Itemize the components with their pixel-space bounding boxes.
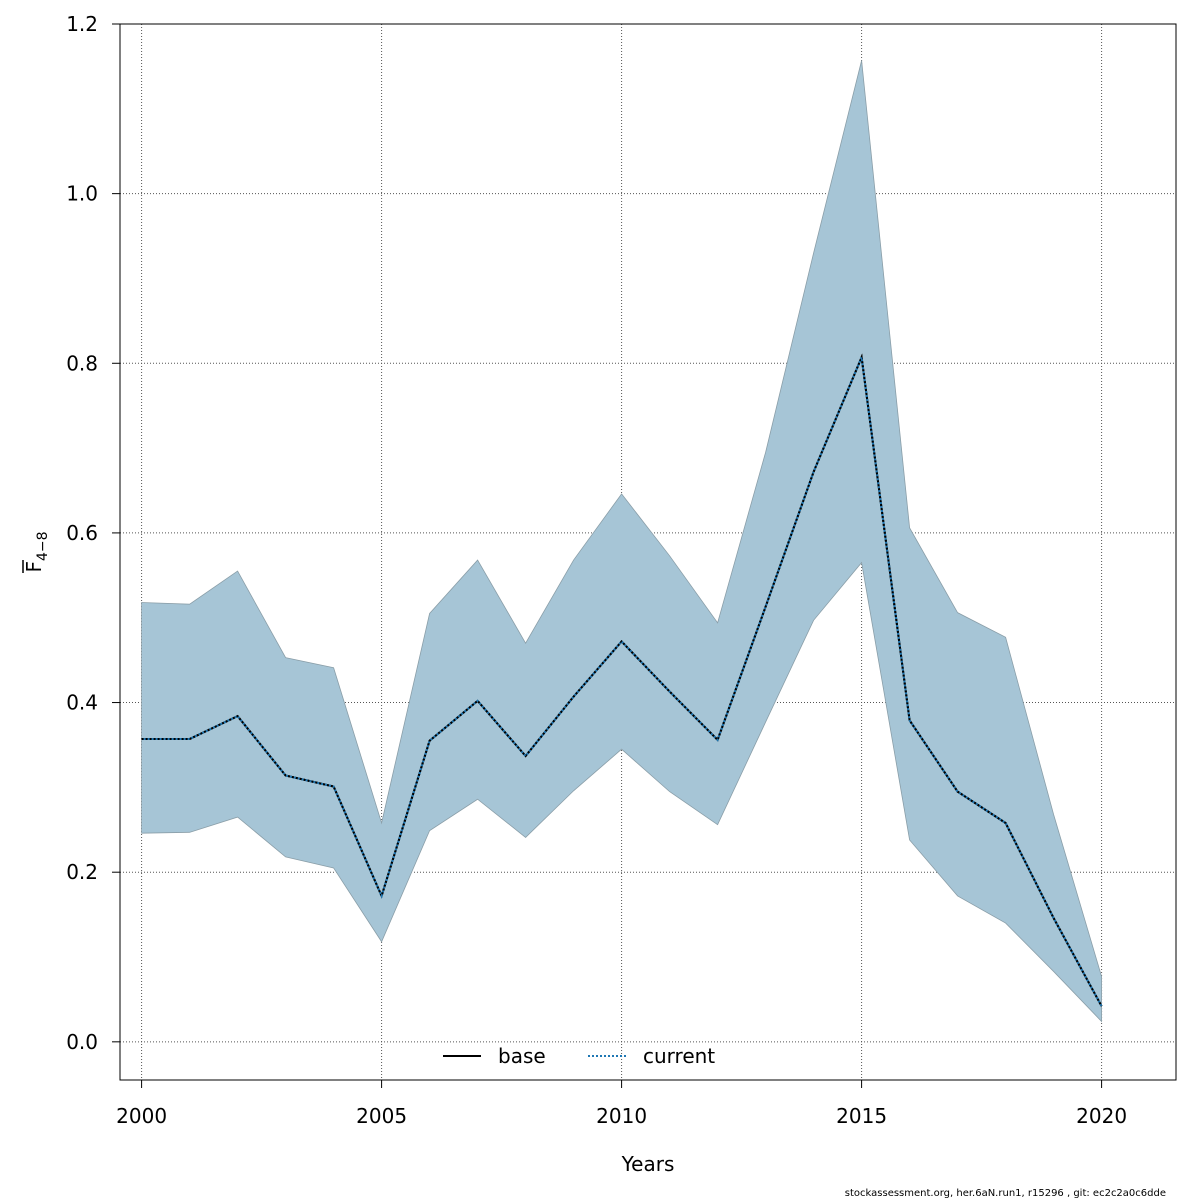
x-axis-title: Years [621,1152,675,1176]
x-tick-label-0: 2000 [116,1104,167,1128]
y-axis-title-main: F [22,561,46,573]
y-tick-label-0: 0.0 [66,1030,98,1054]
series-line-current-overlay [141,353,1103,1007]
y-tick-label-4: 0.8 [66,351,98,375]
y-axis-title-sub: 4−8 [35,531,51,561]
x-tick-label-2: 2010 [596,1104,647,1128]
y-tick-label-2: 0.4 [66,691,98,715]
y-axis-title: F4−8 [22,531,51,573]
x-tick-label-1: 2005 [356,1104,407,1128]
plot-frame [119,23,1177,1081]
y-tick-label-5: 1.0 [66,182,98,206]
legend-label-current: current [643,1044,715,1068]
y-tick-label-1: 0.2 [66,860,98,884]
confidence-band [141,60,1102,1023]
y-tick-label-3: 0.6 [66,521,98,545]
confidence-band-area [141,60,1102,1023]
y-axis: 0.0 0.2 0.4 0.6 0.8 1.0 1.2 [66,12,120,1054]
legend: base current [443,1044,715,1068]
footer-source: stockassessment.org, her.6aN.run1, r1529… [844,1188,1166,1199]
x-axis: 2000 2005 2010 2015 2020 [116,1080,1127,1128]
y-axis-title-text: F4−8 [22,531,51,572]
series-lines [141,353,1103,1007]
x-tick-label-3: 2015 [836,1104,887,1128]
legend-label-base: base [498,1044,546,1068]
x-tick-label-4: 2020 [1076,1104,1127,1128]
y-tick-label-6: 1.2 [66,12,98,36]
series-line-current [141,353,1103,1007]
